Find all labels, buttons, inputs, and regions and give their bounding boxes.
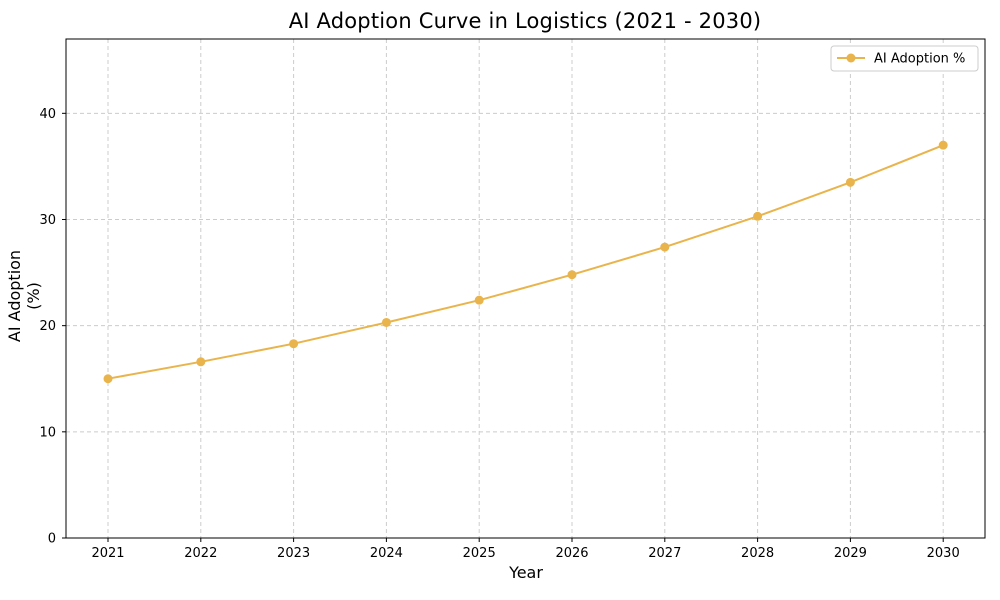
series-line: [107, 144, 944, 380]
legend-marker-swatch: [846, 53, 856, 63]
data-point: [845, 177, 855, 187]
y-tick-label: 30: [39, 213, 56, 228]
grid-layer: [66, 39, 985, 538]
data-point: [753, 211, 763, 221]
x-tick-label: 2028: [741, 546, 774, 561]
y-tick-label: 20: [39, 319, 56, 334]
data-point: [938, 140, 948, 150]
legend-box: [830, 45, 979, 72]
x-tick-label: 2029: [834, 546, 867, 561]
data-point: [381, 317, 391, 327]
legend-label: AI Adoption %: [874, 52, 965, 67]
data-point: [289, 339, 299, 349]
y-axis-title: AI Adoption (%): [5, 249, 43, 343]
x-axis-title: Year: [509, 563, 543, 582]
x-tick-label: 2022: [184, 546, 217, 561]
plot-frame: [65, 38, 986, 539]
tick-layer: 2021 2022 2023 2024 2025 2026 2027 2028 2029 2030…: [39, 107, 959, 561]
data-point: [196, 357, 206, 367]
data-point: [474, 295, 484, 305]
x-tick-label: 2030: [927, 546, 960, 561]
data-point: [660, 242, 670, 252]
series-layer: [103, 140, 948, 384]
x-tick-label: 2025: [463, 546, 496, 561]
y-tick-label: 40: [39, 107, 56, 122]
data-point: [103, 374, 113, 384]
data-point: [567, 270, 577, 280]
chart-title: AI Adoption Curve in Logistics (2021 - 2…: [288, 9, 762, 33]
x-tick-label: 2026: [555, 546, 588, 561]
y-tick-label: 0: [48, 532, 56, 547]
y-tick-label: 10: [39, 425, 56, 440]
x-tick-label: 2024: [370, 546, 403, 561]
x-tick-label: 2021: [91, 546, 124, 561]
legend: AI Adoption %: [830, 45, 979, 72]
x-tick-label: 2023: [277, 546, 310, 561]
x-tick-label: 2027: [648, 546, 681, 561]
